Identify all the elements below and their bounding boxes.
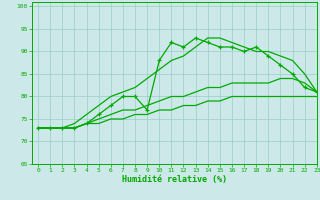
X-axis label: Humidité relative (%): Humidité relative (%) — [122, 175, 227, 184]
